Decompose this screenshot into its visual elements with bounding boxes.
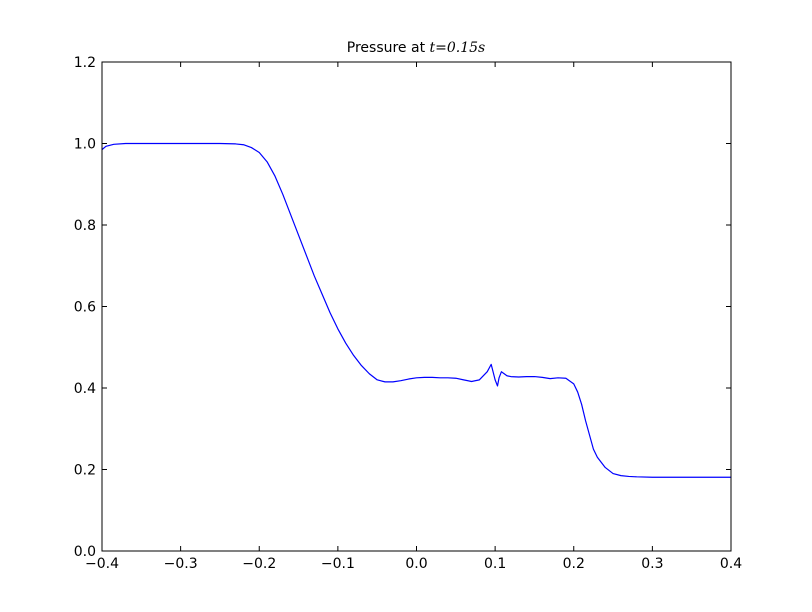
x-tick-label: 0.1 bbox=[484, 556, 506, 572]
x-tick-label: −0.2 bbox=[242, 556, 276, 572]
y-tick-label: 0.0 bbox=[74, 544, 96, 560]
axes-frame bbox=[101, 61, 732, 552]
chart-title-text: Pressure at bbox=[347, 40, 430, 56]
y-tick-label: 0.2 bbox=[74, 463, 96, 479]
chart-title: Pressure at t=0.15s bbox=[347, 40, 485, 56]
x-tick-label: 0.4 bbox=[720, 556, 742, 572]
x-tick-label: −0.1 bbox=[321, 556, 355, 572]
x-tick-label: −0.3 bbox=[164, 556, 198, 572]
x-tick-label: 0.0 bbox=[405, 556, 427, 572]
plot-area bbox=[101, 142, 731, 478]
y-tick-label: 0.6 bbox=[74, 300, 96, 316]
y-axis-ticks: 0.0 0.2 0.4 0.6 0.8 1.0 1.2 bbox=[74, 55, 731, 560]
x-axis-ticks: −0.4 −0.3 −0.2 −0.1 0.0 0.1 0.2 0.3 0.4 bbox=[85, 62, 742, 572]
y-tick-label: 0.8 bbox=[74, 218, 96, 234]
x-tick-label: −0.4 bbox=[85, 556, 119, 572]
x-tick-label: 0.2 bbox=[563, 556, 585, 572]
y-tick-label: 0.4 bbox=[74, 381, 96, 397]
series-line-pressure bbox=[101, 142, 731, 478]
y-tick-label: 1.2 bbox=[74, 55, 96, 71]
x-tick-label: 0.3 bbox=[641, 556, 663, 572]
chart-title-math: t=0.15s bbox=[430, 40, 486, 56]
y-tick-label: 1.0 bbox=[74, 137, 96, 153]
